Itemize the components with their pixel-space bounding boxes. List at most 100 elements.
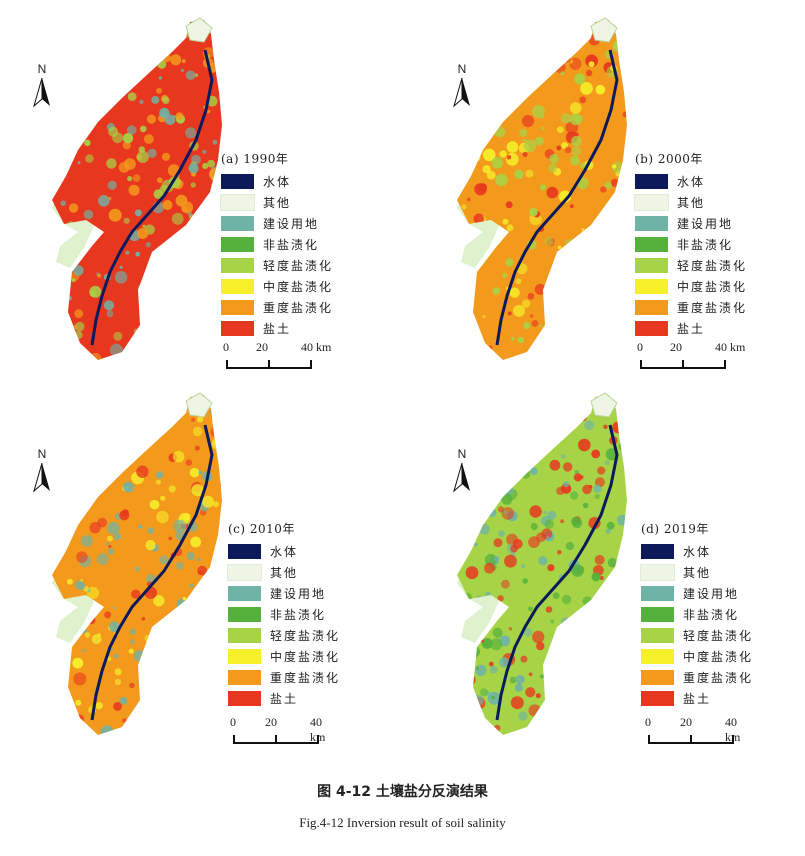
legend-item: 非盐渍化 bbox=[641, 604, 753, 625]
river-channel bbox=[90, 49, 214, 346]
legend-item: 轻度盐渍化 bbox=[641, 625, 753, 646]
legend-label: 建设用地 bbox=[270, 587, 327, 601]
legend-swatch bbox=[641, 544, 674, 559]
legend-item: 中度盐渍化 bbox=[228, 646, 340, 667]
northern-tip bbox=[590, 392, 618, 418]
legend-label: 盐土 bbox=[263, 322, 292, 336]
legend-swatch bbox=[221, 321, 254, 336]
legend-swatch bbox=[635, 279, 668, 294]
legend-swatch bbox=[641, 649, 674, 664]
legend-label: 中度盐渍化 bbox=[683, 650, 754, 664]
legend-item: 中度盐渍化 bbox=[221, 276, 333, 297]
legend-swatch bbox=[635, 237, 668, 252]
legend-label: 其他 bbox=[683, 566, 712, 580]
legend-label: 建设用地 bbox=[683, 587, 740, 601]
legend-swatch bbox=[228, 586, 261, 601]
legend: (c) 2010年 水体其他建设用地非盐渍化轻度盐渍化中度盐渍化重度盐渍化盐土 bbox=[227, 520, 340, 709]
legend-item: 建设用地 bbox=[221, 213, 333, 234]
legend-swatch bbox=[641, 670, 674, 685]
legend-item: 轻度盐渍化 bbox=[228, 625, 340, 646]
legend-item: 盐土 bbox=[221, 318, 333, 339]
legend-swatch bbox=[635, 174, 668, 189]
legend-item: 建设用地 bbox=[228, 583, 340, 604]
legend-label: 中度盐渍化 bbox=[677, 280, 748, 294]
legend-swatch bbox=[640, 564, 675, 581]
legend-item: 中度盐渍化 bbox=[635, 276, 747, 297]
legend-label: 水体 bbox=[270, 545, 299, 559]
scale-tick-20: 20 bbox=[265, 715, 277, 729]
study-area bbox=[52, 395, 222, 735]
legend-item: 水体 bbox=[228, 541, 340, 562]
legend-swatch bbox=[221, 258, 254, 273]
scale-tick-40: 40 km bbox=[715, 340, 746, 354]
scale-bar: 0 20 40 km bbox=[637, 340, 747, 374]
scale-tick-0: 0 bbox=[230, 715, 236, 729]
legend-swatch bbox=[634, 194, 669, 211]
legend-swatch bbox=[635, 216, 668, 231]
scale-tick-0: 0 bbox=[645, 715, 651, 729]
legend-label: 重度盐渍化 bbox=[263, 301, 334, 315]
legend-swatch bbox=[228, 544, 261, 559]
north-arrow: N bbox=[30, 447, 54, 493]
legend-label: 轻度盐渍化 bbox=[683, 629, 754, 643]
legend-item: 轻度盐渍化 bbox=[221, 255, 333, 276]
legend-item: 中度盐渍化 bbox=[641, 646, 753, 667]
scale-bar: 0 20 40 km bbox=[230, 715, 340, 749]
map-panel-c: N (c) 2010年 水体其他建设用地非盐渍化轻度盐渍化中度盐渍化重度盐渍化盐… bbox=[0, 375, 400, 775]
legend-item: 建设用地 bbox=[641, 583, 753, 604]
legend-item: 其他 bbox=[640, 562, 753, 583]
legend-swatch bbox=[635, 258, 668, 273]
figure-caption-en: Fig.4-12 Inversion result of soil salini… bbox=[299, 815, 506, 830]
legend-item: 盐土 bbox=[641, 688, 753, 709]
legend-item: 重度盐渍化 bbox=[641, 667, 753, 688]
legend-item: 建设用地 bbox=[635, 213, 747, 234]
legend-item: 重度盐渍化 bbox=[221, 297, 333, 318]
scale-tick-0: 0 bbox=[223, 340, 229, 354]
panel-title: (a) 1990年 bbox=[221, 152, 289, 166]
scale-bar: 0 20 40 km bbox=[223, 340, 333, 374]
north-arrow: N bbox=[450, 62, 474, 108]
legend-item: 非盐渍化 bbox=[228, 604, 340, 625]
legend-item: 其他 bbox=[634, 192, 747, 213]
legend-item: 重度盐渍化 bbox=[228, 667, 340, 688]
legend-swatch bbox=[221, 300, 254, 315]
legend-swatch bbox=[221, 216, 254, 231]
salinity-map-a bbox=[52, 17, 222, 360]
legend-swatch bbox=[635, 300, 668, 315]
legend-swatch bbox=[220, 194, 255, 211]
legend-label: 轻度盐渍化 bbox=[270, 629, 341, 643]
legend: (d) 2019年 水体 其他 建设用地 非盐渍化 轻度盐渍化 中度盐渍化 重度盐渍化 盐土 bbox=[640, 520, 753, 709]
legend-item: 非盐渍化 bbox=[221, 234, 333, 255]
northern-tip bbox=[590, 17, 618, 43]
salinity-map-d bbox=[457, 392, 627, 735]
legend-label: 非盐渍化 bbox=[263, 238, 320, 252]
legend-label: 盐土 bbox=[683, 692, 712, 706]
legend-item: 水体 bbox=[221, 171, 333, 192]
legend-label: 水体 bbox=[263, 175, 292, 189]
legend-label: 重度盐渍化 bbox=[683, 671, 754, 685]
legend-label: 水体 bbox=[683, 545, 712, 559]
north-arrow: N bbox=[30, 62, 54, 108]
legend-label: 中度盐渍化 bbox=[263, 280, 334, 294]
legend-swatch bbox=[228, 607, 261, 622]
river-channel bbox=[495, 424, 619, 721]
legend-item: 水体 bbox=[635, 171, 747, 192]
figure-caption-cn: 图 4-12 土壤盐分反演结果 bbox=[317, 784, 488, 800]
legend-swatch bbox=[641, 691, 674, 706]
legend-item: 盐土 bbox=[228, 688, 340, 709]
north-arrow: N bbox=[450, 447, 474, 493]
legend-label: 其他 bbox=[263, 196, 292, 210]
panel-title: (c) 2010年 bbox=[228, 522, 295, 536]
map-panel-d: N (d) 2019年 水体 其他 建设用地 非盐渍化 轻度盐渍化 中度盐渍化 重度盐渍化盐… bbox=[405, 375, 805, 775]
legend-label: 非盐渍化 bbox=[677, 238, 734, 252]
map-panel-b: N (b) 2000年 水体 其他 建设用地 非盐渍化 轻度盐渍化 中度盐渍化 重度盐渍化盐… bbox=[405, 0, 805, 400]
legend-swatch bbox=[641, 607, 674, 622]
legend-swatch bbox=[228, 670, 261, 685]
northern-tip bbox=[185, 17, 213, 43]
legend-label: 其他 bbox=[270, 566, 299, 580]
northern-tip bbox=[185, 392, 213, 418]
legend-swatch bbox=[635, 321, 668, 336]
legend: (b) 2000年 水体 其他 建设用地 非盐渍化 轻度盐渍化 中度盐渍化 重度盐渍化 盐土 bbox=[634, 150, 747, 339]
map-panel-a: N (a) 1990年 水体其他建设用地非盐渍化轻度盐渍化中度盐渍化重度盐渍化盐… bbox=[0, 0, 400, 400]
legend-label: 重度盐渍化 bbox=[270, 671, 341, 685]
